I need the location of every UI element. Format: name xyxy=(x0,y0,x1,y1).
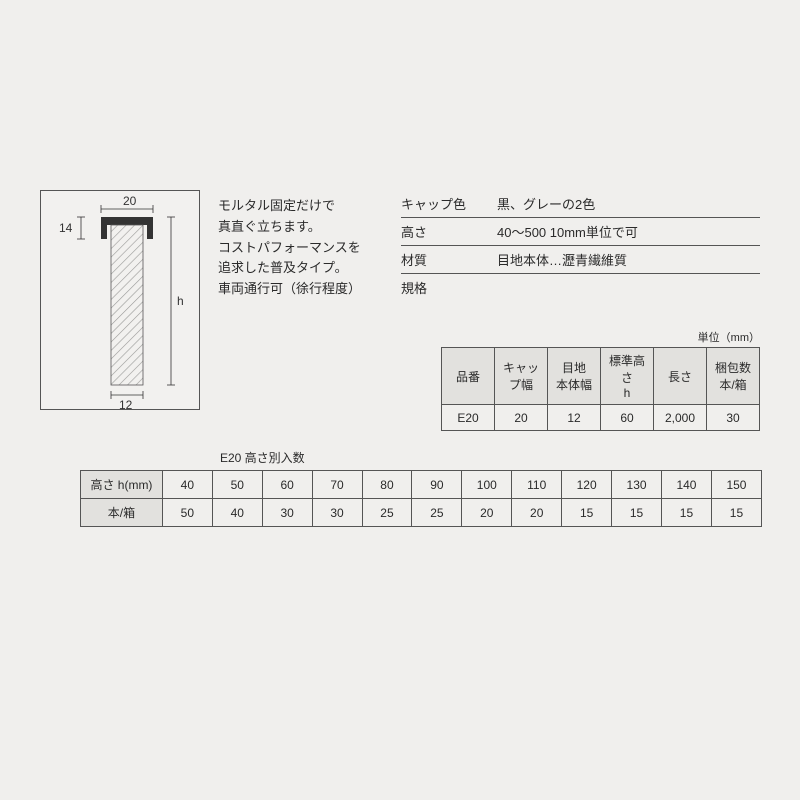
qty-cell: 25 xyxy=(412,499,462,527)
qty-cell: 140 xyxy=(662,471,712,499)
unit-label: 単位（mm） xyxy=(401,329,760,345)
spec-height-label: 高さ xyxy=(401,222,481,241)
spec-cap-color-value: 黒、グレーの2色 xyxy=(481,194,760,213)
desc-line: 真直ぐ立ちます。 xyxy=(218,217,383,238)
desc-line: 車両通行可（徐行程度） xyxy=(218,279,383,300)
desc-line: モルタル固定だけで xyxy=(218,196,383,217)
description-text: モルタル固定だけで 真直ぐ立ちます。 コストパフォーマンスを 追求した普及タイプ… xyxy=(218,190,383,300)
spec-kikaku-label: 規格 xyxy=(401,274,760,301)
qty-cell: 80 xyxy=(362,471,412,499)
dim-cap-height: 14 xyxy=(59,221,73,235)
qty-cell: 50 xyxy=(212,471,262,499)
table-row: 本/箱504030302525202015151515 xyxy=(81,499,762,527)
th-length: 長さ xyxy=(654,348,707,405)
cross-section-diagram: 20 14 h 12 xyxy=(40,190,200,410)
qty-cell: 15 xyxy=(562,499,612,527)
table-row: 品番 キャップ幅 目地本体幅 標準高さh 長さ 梱包数本/箱 xyxy=(442,348,760,405)
qty-cell: 30 xyxy=(312,499,362,527)
spec-block: キャップ色 黒、グレーの2色 高さ 40〜500 10mm単位で可 材質 目地本… xyxy=(401,190,760,431)
qty-cell: 110 xyxy=(512,471,562,499)
th-stdheight: 標準高さh xyxy=(601,348,654,405)
spec-cap-color-label: キャップ色 xyxy=(401,194,481,213)
dim-body-width: 12 xyxy=(119,398,133,411)
qty-cell: 60 xyxy=(262,471,312,499)
qty-cell: 20 xyxy=(462,499,512,527)
qty-cell: 100 xyxy=(462,471,512,499)
qty-table: 高さ h(mm)405060708090100110120130140150 本… xyxy=(80,470,762,527)
th-pack: 梱包数本/箱 xyxy=(707,348,760,405)
qty-cell: 40 xyxy=(212,499,262,527)
spec-material-value: 目地本体…瀝青繊維質 xyxy=(481,250,760,269)
th-capwidth: キャップ幅 xyxy=(495,348,548,405)
qty-cell: 130 xyxy=(612,471,662,499)
desc-line: コストパフォーマンスを xyxy=(218,238,383,259)
spec-table: 品番 キャップ幅 目地本体幅 標準高さh 長さ 梱包数本/箱 E20 20 12… xyxy=(441,347,760,431)
qty-cell: 15 xyxy=(711,499,761,527)
th-hinban: 品番 xyxy=(442,348,495,405)
qty-cell: 40 xyxy=(162,471,212,499)
qty-cell: 25 xyxy=(362,499,412,527)
th-bodywidth: 目地本体幅 xyxy=(548,348,601,405)
qty-table-title: E20 高さ別入数 xyxy=(220,449,760,466)
table-row: E20 20 12 60 2,000 30 xyxy=(442,405,760,431)
spec-height-value: 40〜500 10mm単位で可 xyxy=(481,222,760,241)
table-row: 高さ h(mm)405060708090100110120130140150 xyxy=(81,471,762,499)
qty-height-label: 高さ h(mm) xyxy=(81,471,163,499)
dim-cap-width: 20 xyxy=(123,194,137,208)
qty-cell: 20 xyxy=(512,499,562,527)
qty-cell: 70 xyxy=(312,471,362,499)
qty-cell: 150 xyxy=(711,471,761,499)
desc-line: 追求した普及タイプ。 xyxy=(218,258,383,279)
qty-perbox-label: 本/箱 xyxy=(81,499,163,527)
qty-cell: 120 xyxy=(562,471,612,499)
qty-cell: 90 xyxy=(412,471,462,499)
qty-cell: 15 xyxy=(612,499,662,527)
qty-cell: 50 xyxy=(162,499,212,527)
qty-cell: 30 xyxy=(262,499,312,527)
dim-h: h xyxy=(177,294,184,308)
qty-cell: 15 xyxy=(662,499,712,527)
spec-material-label: 材質 xyxy=(401,250,481,269)
